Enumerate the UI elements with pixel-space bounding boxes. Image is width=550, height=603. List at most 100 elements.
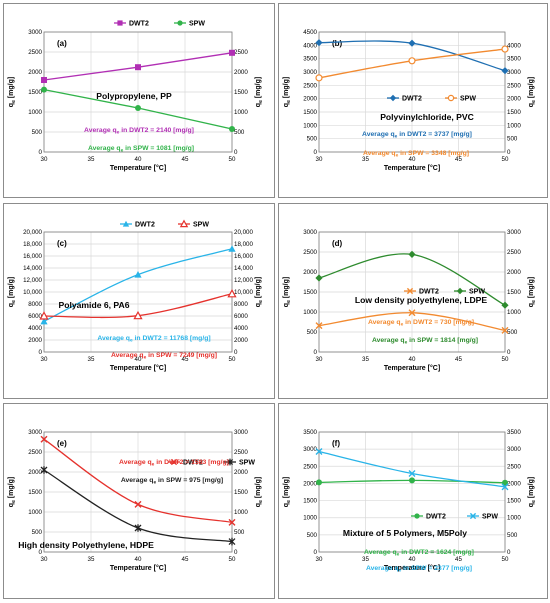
- x-tick-label: 50: [229, 356, 236, 363]
- average-text: in SPW = 1814 [mg/g]: [407, 337, 478, 344]
- ylabel-subscript: e: [11, 100, 17, 103]
- y-tick-label-left: 1000: [303, 309, 317, 316]
- average-annotation: Average qe in SPW = 7249 [mg/g]: [111, 352, 217, 361]
- y-tick-label-right: 500: [507, 329, 518, 336]
- ylabel-symbol: q: [8, 103, 15, 107]
- y-tick-label-left: 2000: [28, 337, 42, 344]
- series-dwt2: [40, 245, 236, 325]
- y-tick-label-right: 500: [507, 532, 518, 539]
- y-tick-label-right: 12,000: [234, 277, 253, 284]
- y-tick-label-left: 1500: [28, 489, 42, 496]
- panel-a: 0 500 1000 1500 2000 2500 3000 0 500 1000 1500 2000…: [3, 3, 275, 198]
- x-tick-label: 30: [316, 356, 323, 363]
- average-text: in DWT2 = 730 [mg/g]: [403, 319, 474, 326]
- x-tick-label: 50: [229, 556, 236, 563]
- x-axis-label: Temperature [°C]: [110, 164, 166, 172]
- y-tick-label-left: 2000: [28, 469, 42, 476]
- marker-circle-open: [408, 57, 416, 65]
- legend-label: SPW: [482, 514, 498, 521]
- marker-diamond: [501, 301, 509, 309]
- y-tick-label-right: 1000: [507, 515, 521, 522]
- chart-title: Polyvinylchloride, PVC: [380, 112, 474, 122]
- average-subscript: e: [405, 341, 408, 346]
- y-axis-label-right: qe [mg/g]: [255, 277, 264, 307]
- y-axis-label-left: qe [mg/g]: [283, 477, 292, 507]
- marker-triangle-open: [227, 288, 237, 298]
- y-tick-label-left: 6000: [28, 313, 42, 320]
- chart-title: Low density polyethylene, LDPE: [355, 295, 488, 305]
- average-prefix: Average q: [362, 131, 395, 138]
- ylabel-unit: [mg/g]: [255, 277, 262, 300]
- plot-frame: [318, 31, 506, 153]
- y-tick-label-right: 2500: [507, 82, 521, 89]
- y-tick-label-left: 500: [307, 329, 318, 336]
- legend-label: SPW: [239, 460, 255, 467]
- x-tick-label: 50: [502, 156, 509, 163]
- legend-label: DWT2: [135, 222, 155, 229]
- y-tick-label-right: 3000: [507, 446, 521, 453]
- y-tick-label-right: 10,000: [234, 289, 253, 296]
- y-tick-label-left: 1000: [303, 515, 317, 522]
- ylabel-unit: [mg/g]: [8, 277, 15, 300]
- average-annotation: Average qe in DWT2 = 1583 [mg/g]: [119, 459, 229, 468]
- x-tick-label: 45: [455, 156, 462, 163]
- series-spw: [40, 466, 236, 546]
- average-subscript: e: [153, 481, 156, 486]
- y-tick-label-right: 0: [234, 349, 238, 356]
- chart-title: Polyamide 6, PA6: [58, 300, 129, 310]
- y-tick-label-right: 2000: [507, 480, 521, 487]
- marker-square: [229, 49, 235, 56]
- y-tick-label-right: 3500: [507, 429, 521, 436]
- ylabel-subscript: e: [258, 100, 264, 103]
- legend-label: DWT2: [129, 21, 149, 28]
- series-spw: [39, 288, 237, 320]
- plot-frame: [318, 431, 506, 553]
- y-axis-label-left: qe [mg/g]: [8, 277, 17, 307]
- marker-circle: [414, 513, 420, 519]
- average-subscript: e: [399, 569, 402, 574]
- ylabel-unit: [mg/g]: [8, 477, 15, 500]
- legend-label: DWT2: [183, 460, 203, 467]
- marker-triangle: [134, 271, 142, 278]
- average-subscript: e: [397, 553, 400, 558]
- average-text: in SPW = 3348 [mg/g]: [398, 150, 469, 157]
- y-tick-label-right: 1500: [234, 89, 248, 96]
- y-tick-label-right: 3000: [234, 429, 248, 436]
- y-axis-label-left: qe [mg/g]: [283, 77, 292, 107]
- average-subscript: e: [121, 149, 124, 154]
- y-tick-label-left: 16,000: [23, 253, 42, 260]
- y-tick-label-right: 0: [507, 549, 511, 556]
- y-tick-label-right: 2000: [234, 337, 248, 344]
- chart-c: 0 2000 4000 6000 8000 10,000 12,000 14,000 16,00…: [8, 219, 264, 372]
- y-tick-label-right: 4000: [507, 42, 521, 49]
- plot-frame: [43, 431, 233, 553]
- panel-label: (e): [57, 439, 67, 448]
- ylabel-unit: [mg/g]: [255, 477, 262, 500]
- y-tick-label-left: 4000: [303, 42, 317, 49]
- chart-b: 0 500 1000 1500 2000 2500 3000 3500 4000 4500 0 500…: [283, 29, 537, 172]
- panel-d: 0 500 1000 1500 2000 2500 3000 0 500 1000 1500 2000…: [278, 203, 548, 399]
- panel-label: (a): [57, 39, 67, 48]
- x-tick-label: 40: [135, 556, 142, 563]
- panel-c: 0 2000 4000 6000 8000 10,000 12,000 14,000 16,00…: [3, 203, 275, 399]
- ylabel-unit: [mg/g]: [8, 77, 15, 100]
- y-tick-label-left: 2500: [303, 82, 317, 89]
- series-spw: [315, 250, 509, 309]
- y-tick-label-left: 8000: [28, 301, 42, 308]
- y-tick-label-right: 2000: [234, 469, 248, 476]
- ylabel-subscript: e: [531, 300, 537, 303]
- y-tick-label-left: 0: [314, 349, 318, 356]
- average-text: in SPW = 7249 [mg/g]: [146, 352, 217, 359]
- y-tick-label-right: 20,000: [234, 229, 253, 236]
- ylabel-unit: [mg/g]: [528, 77, 535, 100]
- ylabel-unit: [mg/g]: [283, 477, 290, 500]
- x-tick-label: 45: [182, 156, 189, 163]
- y-tick-label-left: 2000: [303, 269, 317, 276]
- x-tick-label: 45: [182, 556, 189, 563]
- y-tick-label-right: 1000: [507, 122, 521, 129]
- x-tick-label: 40: [409, 356, 416, 363]
- average-text: in SPW = 2377 [mg/g]: [401, 565, 472, 572]
- marker-x: [134, 500, 142, 508]
- average-text: in DWT2 = 1583 [mg/g]: [154, 459, 229, 466]
